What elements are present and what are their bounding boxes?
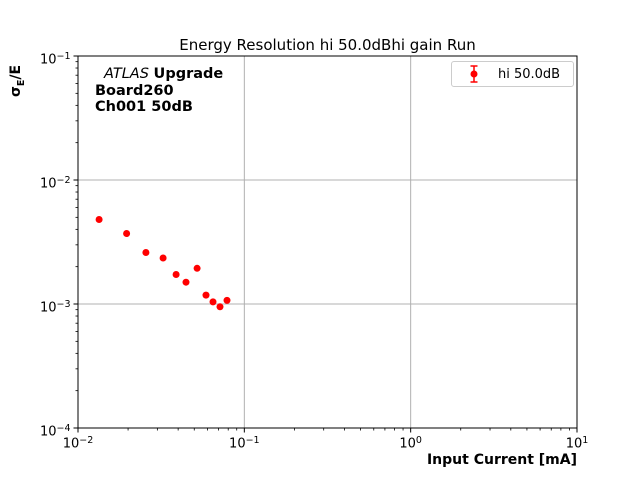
ylabel-rest: /E [8, 64, 24, 80]
data-point [209, 298, 217, 306]
x-axis-label: Input Current [mA] [426, 452, 577, 468]
annotation-box: ATLAS Upgrade Board260 Ch001 50dB [95, 66, 223, 116]
annotation-line-1: ATLAS Upgrade [104, 66, 223, 83]
data-point [123, 230, 131, 237]
x-tick-label: 100 [399, 435, 422, 452]
legend-errorbar-glyph [470, 65, 478, 83]
data-point [172, 271, 180, 278]
y-tick-label: 10−4 [39, 423, 71, 440]
chart-title: Energy Resolution hi 50.0dBhi gain Run [179, 36, 476, 54]
x-tick-label: 10−1 [229, 435, 260, 452]
legend: hi 50.0dB [451, 61, 574, 87]
data-point [193, 264, 201, 272]
data-point [159, 254, 167, 262]
ylabel-subscript: E [15, 79, 27, 87]
data-point [95, 216, 103, 223]
legend-label: hi 50.0dB [498, 66, 561, 82]
annotation-tag: Upgrade [153, 66, 224, 82]
annotation-line-2: Board260 [95, 82, 174, 99]
data-point [182, 278, 190, 286]
y-tick-label: 10−3 [39, 299, 71, 316]
data-point [142, 249, 150, 256]
x-tick-label: 101 [565, 435, 589, 452]
axes-frame [77, 55, 578, 429]
annotation-line-3: Ch001 50dB [95, 99, 193, 115]
data-point [216, 303, 224, 311]
data-point [223, 296, 231, 304]
data-point [202, 291, 210, 299]
y-tick-label: 10−2 [39, 175, 71, 192]
annotation-experiment: ATLAS [104, 66, 149, 82]
x-tick-label: 10−2 [62, 435, 94, 452]
y-tick-label: 10−1 [39, 51, 71, 68]
y-axis-label: σE/E [8, 55, 27, 107]
ylabel-symbol: σ [8, 86, 24, 98]
